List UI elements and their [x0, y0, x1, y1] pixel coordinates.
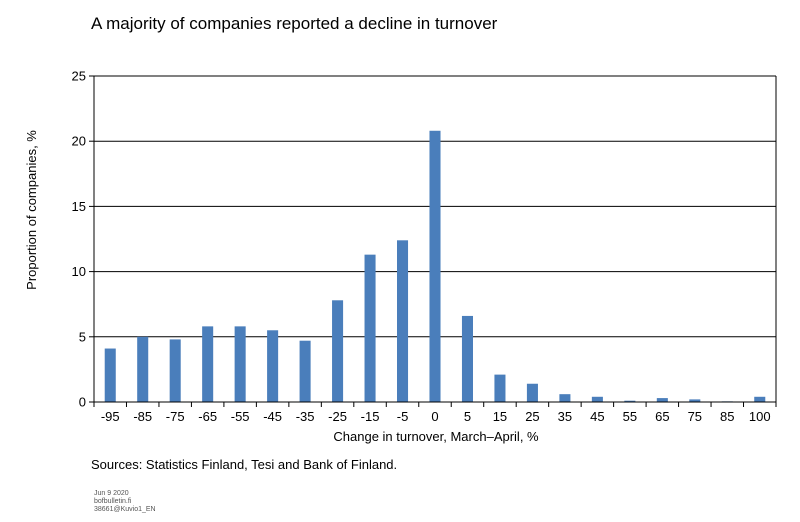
bar: [397, 240, 409, 402]
footer-meta: Jun 9 2020 bofbulletin.fi 38661@Kuvio1_E…: [94, 490, 156, 514]
bar: [104, 348, 116, 402]
x-tick-label: -25: [328, 409, 347, 424]
y-tick-label: 15: [72, 199, 86, 214]
y-tick-label: 5: [79, 329, 86, 344]
x-tick-label: 5: [464, 409, 471, 424]
bar: [591, 396, 603, 402]
x-tick-label: -65: [198, 409, 217, 424]
x-tick-label: -55: [231, 409, 250, 424]
y-tick-label: 25: [72, 69, 86, 84]
source-note: Sources: Statistics Finland, Tesi and Ba…: [91, 457, 398, 472]
bar: [526, 383, 538, 402]
bar: [332, 300, 344, 402]
y-tick-label: 10: [72, 264, 86, 279]
x-tick-label: 0: [431, 409, 438, 424]
footer-date: Jun 9 2020: [94, 490, 129, 497]
bar: [624, 400, 636, 402]
bar: [656, 398, 668, 402]
x-tick-label: 25: [525, 409, 539, 424]
x-tick-label: 65: [655, 409, 669, 424]
bar: [461, 315, 473, 402]
x-tick-label: 55: [623, 409, 637, 424]
y-tick-label: 0: [79, 395, 86, 410]
x-tick-label: -95: [101, 409, 120, 424]
y-axis-label: Proportion of companies, %: [24, 130, 39, 290]
x-tick-label: 45: [590, 409, 604, 424]
x-tick-label: 35: [558, 409, 572, 424]
x-tick-label: 75: [688, 409, 702, 424]
bars: [104, 130, 766, 402]
x-tick-label: 100: [749, 409, 771, 424]
bar: [267, 330, 279, 402]
footer-site: bofbulletin.fi: [94, 498, 132, 505]
axes: [93, 76, 777, 403]
y-tick-label: 20: [72, 134, 86, 149]
bar: [202, 326, 214, 402]
footer-code: 38661@Kuvio1_EN: [94, 506, 156, 513]
x-tick-label: 15: [493, 409, 507, 424]
x-tick-label: -15: [361, 409, 380, 424]
x-tick-labels: -95 -85 -75 -65 -55 -45 -35 -25 -15 -5 0 5 15 25 35 45 5…: [93, 402, 777, 424]
bar: [559, 394, 571, 402]
x-tick-label: -75: [166, 409, 185, 424]
bar: [137, 336, 149, 402]
y-tick-labels: 0 5 10 15 20 25: [72, 69, 94, 410]
bar: [299, 340, 311, 402]
x-tick-label: -35: [296, 409, 315, 424]
bar: [169, 339, 181, 402]
x-tick-label: 85: [720, 409, 734, 424]
bar: [234, 326, 246, 402]
chart-title: A majority of companies reported a decli…: [91, 14, 498, 33]
bar: [429, 130, 441, 402]
x-tick-label: -45: [263, 409, 282, 424]
bar: [364, 254, 376, 402]
bar: [494, 374, 506, 402]
bar: [754, 396, 766, 402]
x-axis-label: Change in turnover, March–April, %: [333, 429, 539, 444]
x-tick-label: -85: [133, 409, 152, 424]
x-tick-label: -5: [397, 409, 409, 424]
bar: [689, 399, 701, 402]
